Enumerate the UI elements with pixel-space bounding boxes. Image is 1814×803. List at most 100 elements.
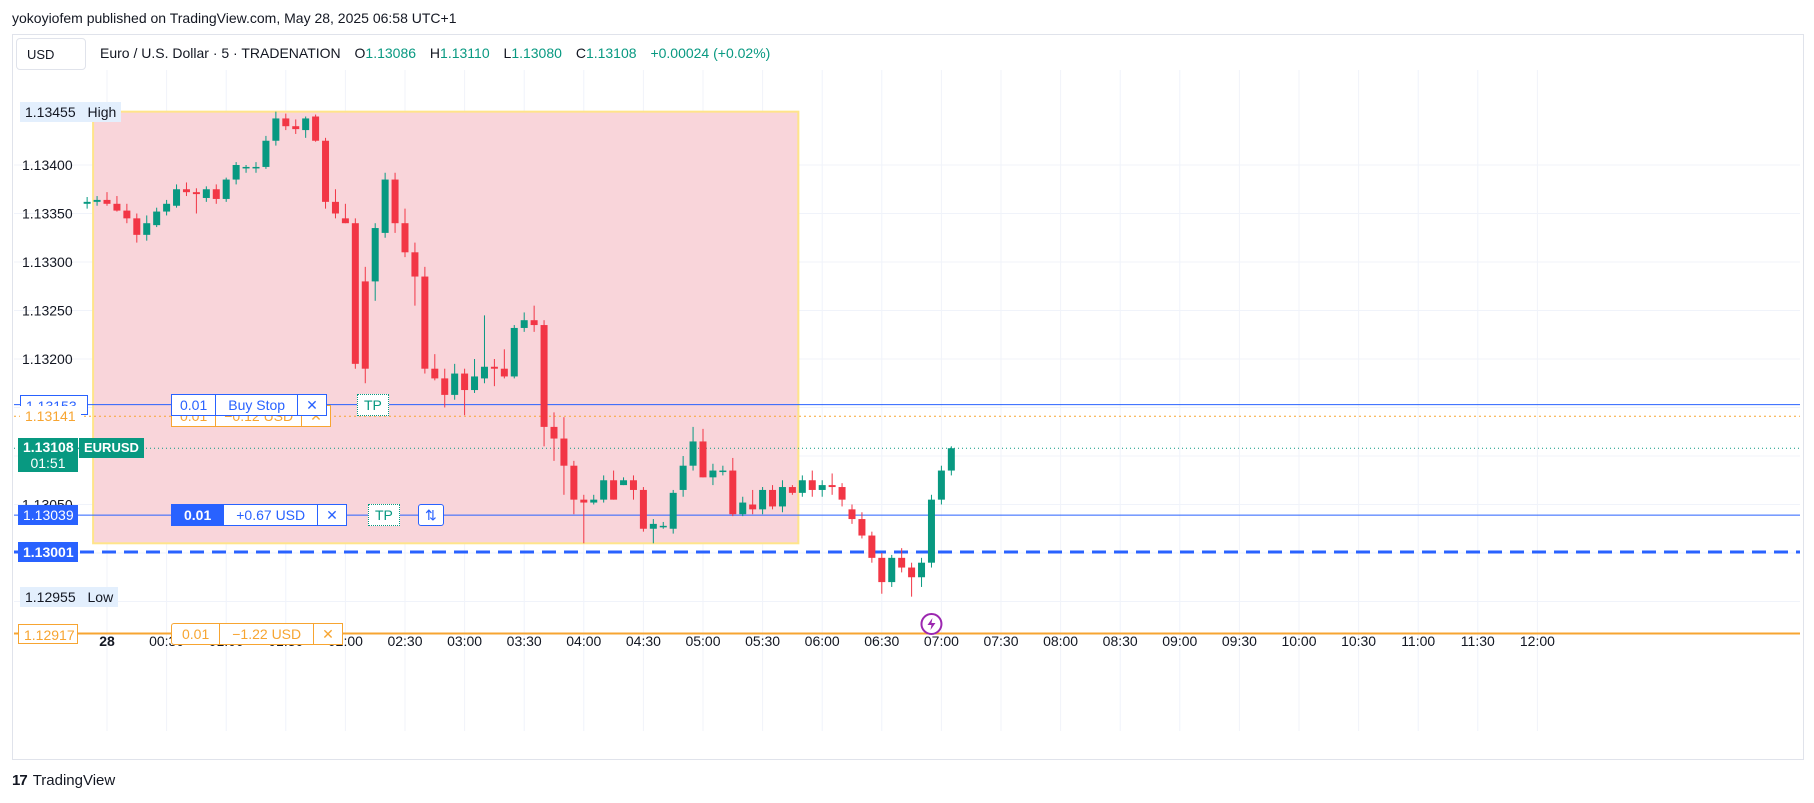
- price-tick-label: 1.13300: [22, 254, 73, 270]
- current-price-chip: 1.13108 01:51: [18, 438, 78, 473]
- entry-price-chip: 1.13001: [18, 542, 78, 563]
- stop-loss-pnl: −1.22 USD: [219, 622, 314, 645]
- candle-body: [202, 189, 210, 198]
- candle-body: [679, 465, 687, 490]
- candle-body: [480, 366, 488, 379]
- candle-body: [788, 487, 796, 493]
- time-tick-label: 04:30: [626, 633, 661, 649]
- candle-body: [818, 485, 826, 490]
- time-tick-label: 11:00: [1401, 633, 1435, 649]
- lightning-bolt: [927, 618, 936, 630]
- open-value: 1.13086: [365, 45, 417, 61]
- symbol-chip: EURUSD: [79, 438, 144, 459]
- candle-body: [898, 557, 906, 568]
- time-tick-label: 12:00: [1520, 633, 1555, 649]
- candle-body: [590, 499, 598, 503]
- candle-body: [709, 470, 717, 478]
- low-price: 1.12955: [25, 588, 76, 605]
- candle-body: [232, 165, 240, 180]
- candle-body: [451, 373, 459, 395]
- position-qty: 0.01: [171, 504, 225, 527]
- buy-stop-order[interactable]: 0.01 Buy Stop ✕: [171, 393, 327, 416]
- low-text: Low: [87, 588, 114, 605]
- time-tick-label: 05:00: [685, 633, 720, 649]
- candle-body: [798, 480, 806, 493]
- price-tick-label: 1.13250: [22, 303, 73, 319]
- time-tick-label: 08:00: [1043, 633, 1078, 649]
- low-price-chip: 1.12955 Low: [20, 586, 119, 607]
- candle-body: [739, 502, 747, 515]
- time-tick-label: 10:00: [1281, 633, 1316, 649]
- candle-body: [689, 441, 697, 466]
- buy-stop-qty: 0.01: [171, 393, 216, 416]
- candle-body: [282, 118, 290, 127]
- buy-stop-sl-price-chip: 1.13141: [20, 406, 81, 427]
- price-tick-label: 1.13350: [22, 206, 73, 222]
- candle-body: [471, 376, 479, 391]
- candle-body: [838, 487, 846, 500]
- position-order[interactable]: 0.01 +0.67 USD ✕: [171, 504, 347, 527]
- candle-body: [163, 203, 171, 212]
- time-tick-label: 02:30: [387, 633, 422, 649]
- candle-body: [123, 210, 131, 219]
- candle-body: [778, 487, 786, 507]
- candles: [83, 111, 955, 597]
- high-price-chip: 1.13455 High: [20, 101, 122, 122]
- position-price-chip: 1.13039: [18, 505, 78, 526]
- stop-loss-order[interactable]: 0.01 −1.22 USD ✕: [171, 622, 343, 645]
- candle-body: [441, 378, 449, 395]
- time-tick-label: 09:30: [1222, 633, 1257, 649]
- time-tick-label: 05:30: [745, 633, 780, 649]
- candle-body: [312, 116, 320, 141]
- price-axis: 1.134001.133501.133001.132501.132001.130…: [22, 157, 73, 513]
- time-tick-label: 09:00: [1162, 633, 1197, 649]
- currency-selector[interactable]: USD: [16, 38, 86, 70]
- candle-body: [888, 557, 896, 583]
- candle-body: [927, 499, 935, 563]
- candle-body: [272, 118, 280, 141]
- time-tick-label: 06:00: [805, 633, 840, 649]
- stop-loss-close-button[interactable]: ✕: [313, 622, 343, 645]
- high-text: High: [87, 103, 117, 120]
- tradingview-logo: 17: [12, 772, 28, 789]
- high-label: H: [429, 45, 441, 61]
- candle-body: [878, 557, 886, 583]
- position-close-button[interactable]: ✕: [317, 504, 347, 527]
- candle-body: [391, 179, 399, 224]
- candle-body: [808, 480, 816, 490]
- supply-zone: [92, 110, 800, 545]
- candle-body: [182, 189, 190, 193]
- position-pnl: +0.67 USD: [224, 504, 318, 527]
- candle-body: [351, 223, 359, 364]
- candle-body: [113, 203, 121, 211]
- price-tick-label: 1.13200: [22, 351, 73, 367]
- candle-body: [421, 276, 429, 369]
- candle-body: [620, 480, 628, 486]
- candle-body: [520, 320, 528, 328]
- position-tp-button[interactable]: TP: [368, 504, 400, 527]
- candle-body: [828, 485, 836, 488]
- close-value: 1.13108: [585, 45, 637, 61]
- candle-body: [143, 223, 151, 235]
- buy-stop-tp-button[interactable]: TP: [357, 393, 389, 416]
- candle-body: [401, 223, 409, 253]
- time-tick-label: 06:30: [864, 633, 899, 649]
- buy-stop-close-button[interactable]: ✕: [297, 393, 327, 416]
- candle-body: [381, 179, 389, 233]
- candle-body: [173, 189, 181, 206]
- high-value: 1.13110: [440, 45, 490, 61]
- candle-body: [600, 480, 608, 500]
- candle-body: [649, 523, 657, 529]
- time-tick-label: 07:30: [983, 633, 1018, 649]
- candle-body: [570, 465, 578, 500]
- time-tick-label: 10:30: [1341, 633, 1376, 649]
- chart-frame: [12, 34, 1804, 760]
- stop-loss-qty: 0.01: [171, 622, 220, 645]
- symbol-name[interactable]: Euro / U.S. Dollar · 5 · TRADENATION: [100, 45, 341, 61]
- candle-body: [371, 228, 379, 282]
- position-reverse-button[interactable]: ⇅: [418, 504, 444, 527]
- events: [920, 613, 943, 635]
- time-tick-label: 03:00: [447, 633, 482, 649]
- candle-body: [510, 327, 518, 377]
- candle-body: [669, 492, 677, 529]
